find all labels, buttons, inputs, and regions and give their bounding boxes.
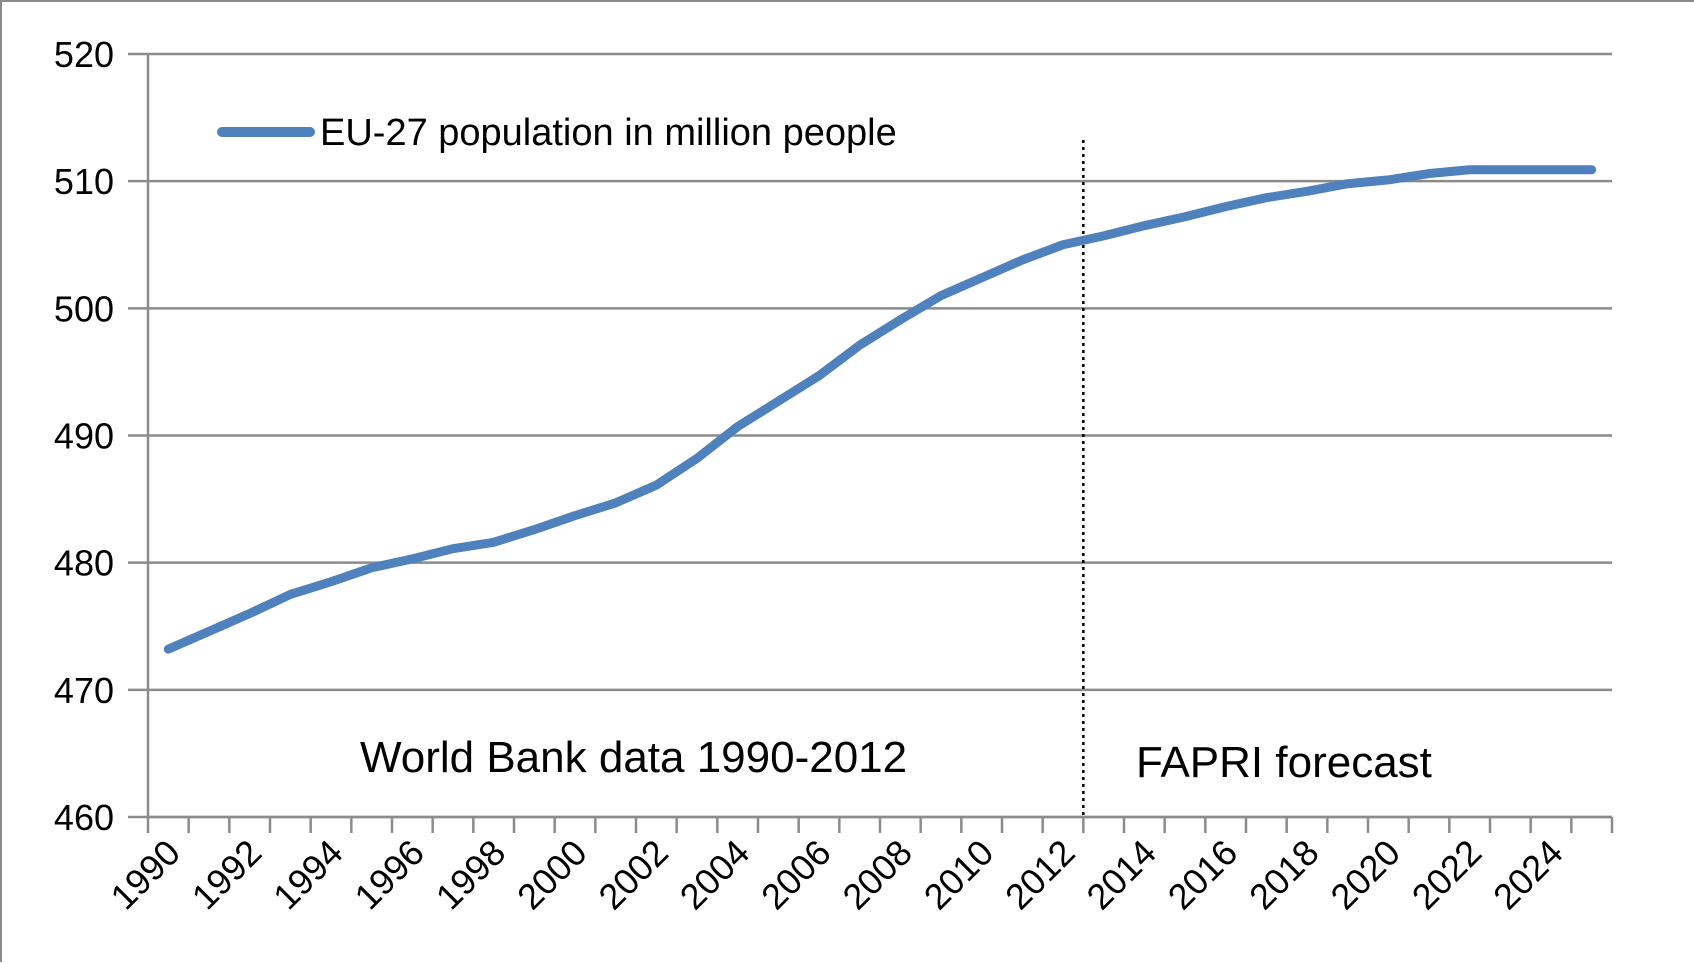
x-axis-ticks: 1990199219941996199820002002200420062008… [102, 817, 1612, 917]
y-tick-label-470: 470 [54, 670, 114, 711]
y-tick-label-480: 480 [54, 543, 114, 584]
x-tick-label-2006: 2006 [753, 832, 839, 918]
x-tick-label-1994: 1994 [265, 832, 351, 918]
x-tick-label-2020: 2020 [1322, 832, 1408, 918]
x-tick-label-2010: 2010 [916, 832, 1002, 918]
x-tick-label-2012: 2012 [997, 832, 1083, 918]
annotation-world-bank: World Bank data 1990-2012 [360, 733, 907, 782]
x-tick-label-2000: 2000 [509, 832, 595, 918]
x-tick-label-2008: 2008 [834, 832, 920, 918]
gridlines [148, 54, 1612, 817]
x-tick-label-2014: 2014 [1078, 832, 1164, 918]
y-tick-label-520: 520 [54, 34, 114, 75]
series-line-eu27-population [168, 170, 1591, 649]
series [168, 170, 1592, 650]
x-tick-label-2018: 2018 [1241, 832, 1327, 918]
x-tick-label-2002: 2002 [590, 832, 676, 918]
x-tick-label-2004: 2004 [672, 832, 758, 918]
x-tick-label-1990: 1990 [102, 832, 188, 918]
x-tick-label-2016: 2016 [1160, 832, 1246, 918]
y-tick-label-510: 510 [54, 161, 114, 202]
x-tick-label-1998: 1998 [428, 832, 514, 918]
y-tick-label-490: 490 [54, 416, 114, 457]
annotation-fapri-forecast: FAPRI forecast [1136, 738, 1432, 787]
y-tick-label-500: 500 [54, 288, 114, 329]
x-tick-label-2024: 2024 [1485, 832, 1571, 918]
y-tick-label-460: 460 [54, 797, 114, 838]
x-tick-label-1996: 1996 [346, 832, 432, 918]
x-tick-label-1992: 1992 [184, 832, 270, 918]
y-axis-ticks: 460 470 480 490 500 510 520 [54, 34, 148, 838]
legend-label: EU-27 population in million people [320, 112, 897, 154]
legend: EU-27 population in million people [222, 112, 897, 154]
x-tick-label-2022: 2022 [1404, 832, 1490, 918]
